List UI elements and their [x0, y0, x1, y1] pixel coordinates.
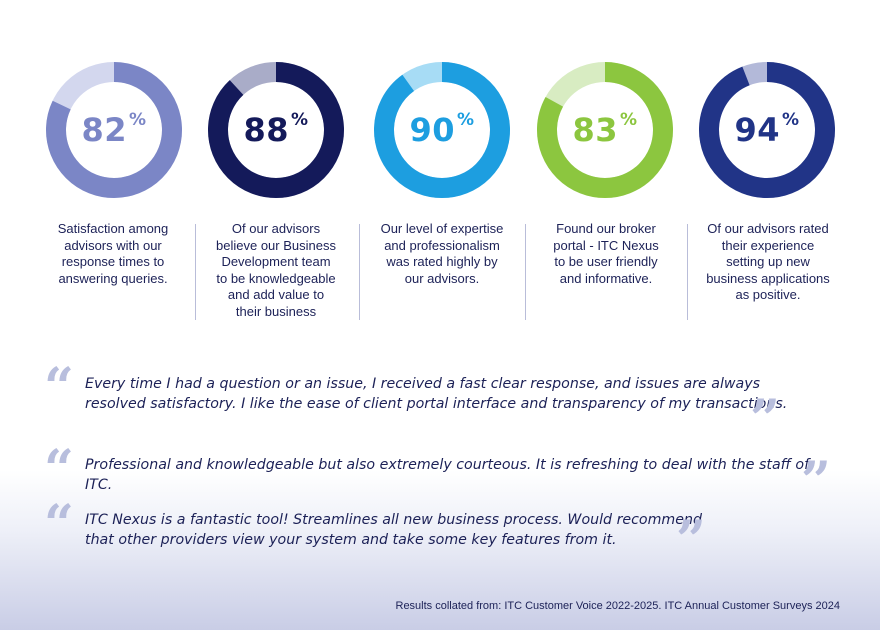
- stats-section: 82% Satisfaction among advisors with our r…: [46, 0, 859, 330]
- quote-text: Every time I had a question or an issue,…: [85, 376, 788, 412]
- donut-value-arc: [699, 62, 835, 198]
- divider: [687, 224, 688, 320]
- source-note: Results collated from: ITC Customer Voic…: [395, 600, 841, 612]
- testimonial-quote: “ ITC Nexus is a fantastic tool! Streaml…: [44, 494, 844, 567]
- stat-percentage: 88%: [243, 110, 309, 149]
- open-quote-icon: “: [44, 357, 74, 418]
- testimonial-quote: “ Professional and knowledgeable but als…: [44, 444, 844, 508]
- donut-chart: [208, 62, 344, 198]
- stat-caption: Found our broker portal - ITC Nexus to be …: [553, 221, 659, 286]
- stat-caption: Our level of expertise and professionalis…: [380, 221, 504, 286]
- stat-percentage: 83%: [572, 110, 638, 149]
- testimonial-quote: “ Every time I had a question or an issu…: [44, 357, 844, 446]
- close-quote-icon: ”: [676, 510, 706, 571]
- stat-percentage: 90%: [409, 110, 475, 149]
- donut-chart: [699, 62, 835, 198]
- donut-value-arc: [537, 62, 673, 198]
- donut-value-arc: [208, 62, 344, 198]
- stat-caption: Of our advisors rated their experience set…: [706, 221, 830, 302]
- donut-svg: [374, 62, 510, 198]
- donut-svg: [208, 62, 344, 198]
- donut-chart: [46, 62, 182, 198]
- donut-chart: [537, 62, 673, 198]
- stat-percentage: 94%: [734, 110, 800, 149]
- stat-business-development: 88%: [208, 0, 368, 330]
- quote-text: Professional and knowledgeable but also …: [85, 457, 810, 493]
- donut-svg: [46, 62, 182, 198]
- stat-percentage: 82%: [81, 110, 147, 149]
- divider: [195, 224, 196, 320]
- close-quote-icon: ”: [801, 451, 831, 512]
- open-quote-icon: “: [44, 439, 74, 500]
- donut-svg: [699, 62, 835, 198]
- stat-response-times: 82%: [46, 0, 206, 330]
- divider: [359, 224, 360, 320]
- close-quote-icon: ”: [750, 389, 780, 450]
- quote-text: ITC Nexus is a fantastic tool! Streamlin…: [85, 512, 702, 548]
- donut-value-arc: [374, 62, 510, 198]
- donut-svg: [537, 62, 673, 198]
- stat-caption: Satisfaction among advisors with our respo…: [57, 221, 169, 286]
- open-quote-icon: “: [44, 494, 74, 555]
- donut-value-arc: [46, 62, 182, 198]
- stat-expertise: 90%: [374, 0, 534, 330]
- donut-chart: [374, 62, 510, 198]
- divider: [525, 224, 526, 320]
- stat-new-business-applications: 94%: [699, 0, 859, 330]
- stat-caption: Of our advisors believe our Business Devel…: [216, 221, 336, 319]
- stat-broker-portal: 83%: [537, 0, 697, 330]
